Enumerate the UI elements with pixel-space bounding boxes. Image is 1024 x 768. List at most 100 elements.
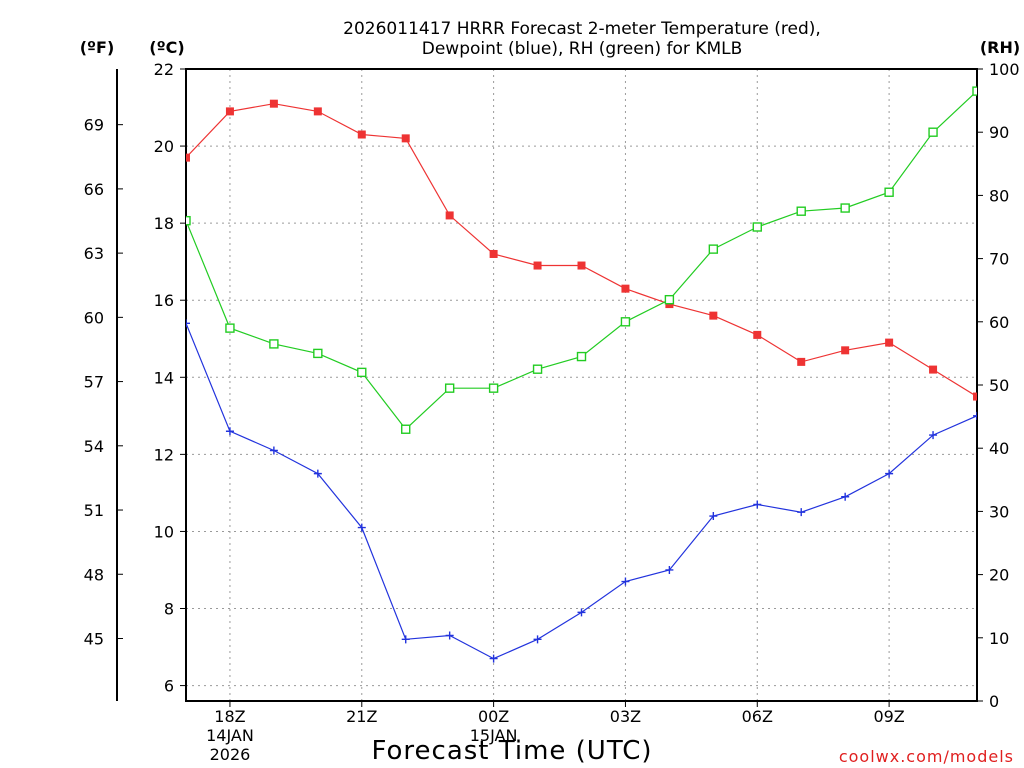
dewpoint-point [709,512,718,521]
rh-point [488,383,499,393]
chart-title-line-2: Dewpoint (blue), RH (green) for KMLB [422,39,743,59]
dewpoint-point [401,635,410,644]
rh-point [664,294,675,305]
x-tick-label: 09Z [873,707,904,726]
temperature-point [269,99,278,108]
rh-point [186,215,191,226]
axes [116,68,983,707]
rh-point [928,127,938,137]
dewpoint-point [186,319,190,328]
rh-point [972,86,977,96]
rh-point [708,244,719,254]
temperature-point [533,261,542,270]
temperature-point [841,346,850,355]
x-tick-year-label: 2026 [210,745,251,764]
dewpoint-point [357,523,366,532]
rh-tick-label: 100 [989,60,1020,79]
temperature-point [401,134,410,143]
x-tick-label: 00Z [478,707,509,726]
rh-point [752,222,762,232]
chart-title-line-1: 2026011417 HRRR Forecast 2-meter Tempera… [343,19,821,39]
temperature-point [973,392,977,401]
temperature-point [709,311,718,320]
dewpoint-point [973,411,977,420]
dewpoint-point [929,431,938,440]
rh-point [269,339,279,349]
rh-tick-label: 60 [989,313,1009,332]
temperature-point [357,130,366,139]
dewpoint-point [885,469,894,478]
dewpoint-point [577,608,586,617]
temperature-point [753,330,762,339]
dewpoint-point [665,565,674,574]
celsius-tick-label: 10 [154,522,174,541]
dewpoint-point [489,654,498,663]
temperature-point [186,153,190,162]
rh-unit-label: (RH) [980,38,1020,57]
rh-tick-label: 40 [989,439,1009,458]
fahrenheit-tick-label: 48 [84,565,104,584]
credit-text: coolwx.com/models [839,747,1014,766]
celsius-tick-label: 22 [154,60,174,79]
dewpoint-point [445,631,454,640]
temperature-point [577,261,586,270]
dewpoint-point [753,500,762,509]
dewpoint-point [225,427,234,436]
x-tick-label: 06Z [742,707,773,726]
dewpoint-point [841,492,850,501]
fahrenheit-tick-label: 45 [84,629,104,648]
x-tick-date-label: 14JAN [206,726,254,745]
rh-tick-label: 10 [989,629,1009,648]
rh-point [884,187,894,197]
rh-point [796,206,806,216]
rh-tick-label: 0 [989,692,999,711]
plot-frame [185,68,978,702]
rh-tick-label: 20 [989,566,1009,585]
rh-point [313,348,323,359]
celsius-tick-label: 14 [154,368,174,387]
dewpoint-point [797,508,806,517]
temperature-point [621,284,630,293]
rh-tick-label: 90 [989,123,1009,142]
rh-point [576,351,587,362]
x-tick-label: 18Z [214,707,245,726]
dewpoint-point [533,635,542,644]
rh-point [532,364,543,374]
rh-tick-label: 70 [989,250,1009,269]
fahrenheit-tick-label: 51 [84,501,104,520]
fahrenheit-unit-label: (ºF) [80,38,115,57]
rh-point [225,323,235,333]
temperature-point [313,107,322,116]
series-group [186,86,977,663]
x-tick-date-label: 15JAN [470,726,518,745]
temperature-point [929,365,938,374]
fahrenheit-tick-label: 54 [84,437,104,456]
temperature-point [445,211,454,220]
fahrenheit-tick-label: 57 [84,373,104,392]
rh-line [186,90,977,431]
celsius-tick-label: 12 [154,445,174,464]
celsius-unit-label: (ºC) [149,38,184,57]
dewpoint-point [621,577,630,586]
rh-point [620,317,631,327]
fahrenheit-tick-label: 63 [84,244,104,263]
rh-tick-label: 80 [989,186,1009,205]
temperature-point [489,249,498,258]
dewpoint-point [313,469,322,478]
temperature-point [797,357,806,366]
rh-point [401,424,411,434]
rh-tick-label: 30 [989,502,1009,521]
celsius-tick-label: 16 [154,291,174,310]
fahrenheit-tick-label: 69 [84,116,104,135]
celsius-tick-label: 18 [154,214,174,233]
fahrenheit-tick-label: 60 [84,308,104,327]
x-tick-label: 03Z [610,707,641,726]
rh-point [444,383,455,393]
celsius-tick-label: 8 [164,600,174,619]
x-axis-label: Forecast Time (UTC) [371,736,652,766]
tick-labels: 6 8 10 12 14 16 18 20 22 45 48 51 54 57 60 63 66 69 0 10 20 3… [84,60,1020,764]
celsius-tick-label: 6 [164,677,174,696]
grid-lines [186,69,977,701]
data-series [186,86,977,663]
